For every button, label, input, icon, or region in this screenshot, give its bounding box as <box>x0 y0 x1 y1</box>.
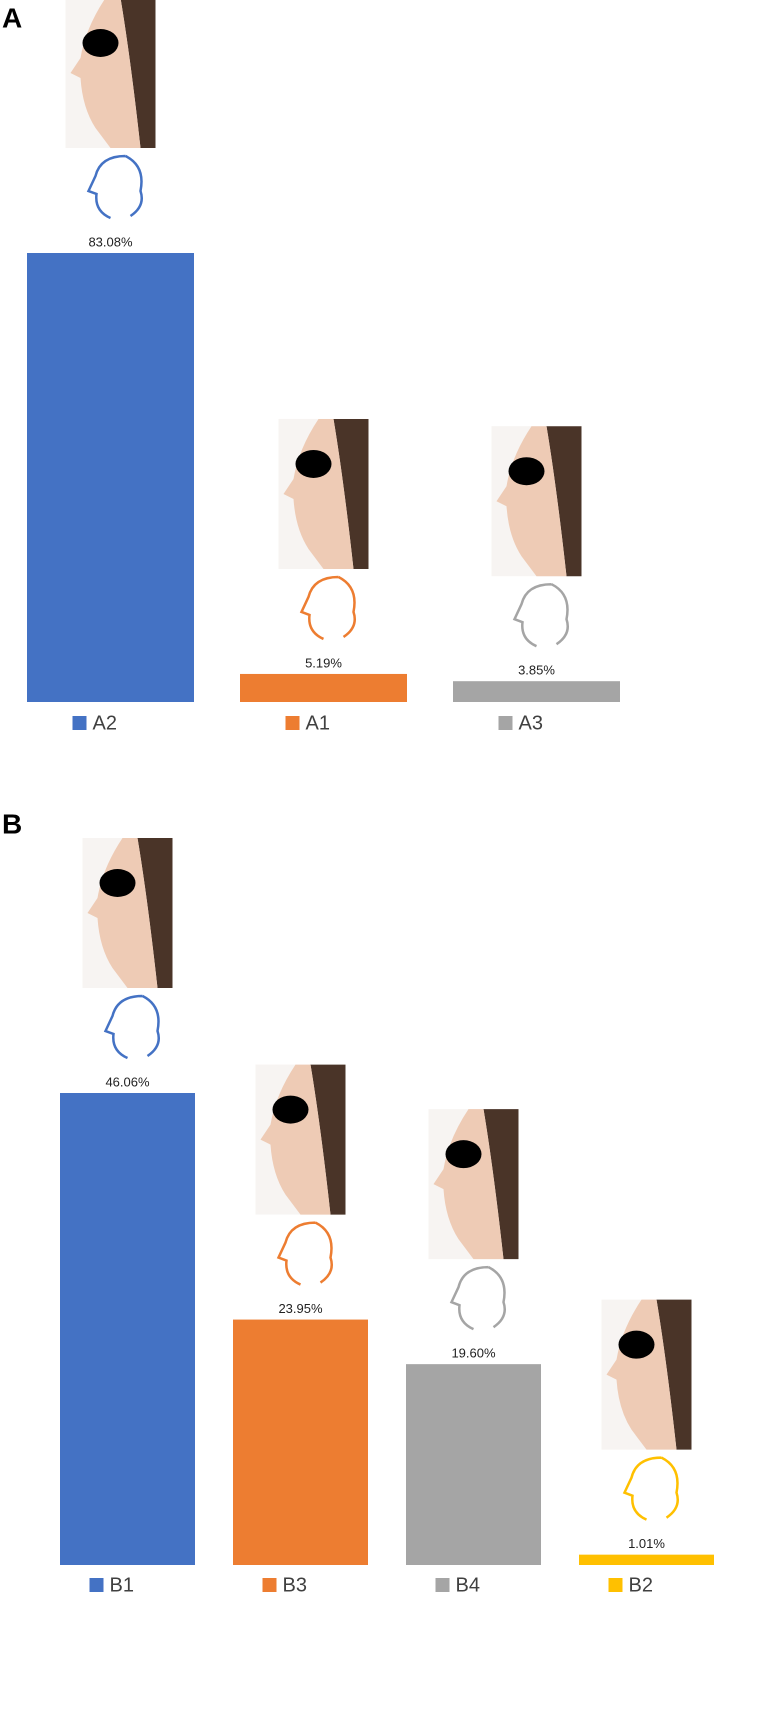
bar <box>27 253 194 702</box>
value-label: 3.85% <box>518 663 555 678</box>
portrait <box>255 1064 346 1286</box>
sketch <box>103 994 160 1060</box>
portrait <box>491 426 582 648</box>
legend-swatch <box>72 716 87 730</box>
legend-label: A1 <box>306 712 330 734</box>
hair <box>546 426 582 577</box>
sketch <box>276 1221 333 1286</box>
legend-swatch <box>498 716 513 730</box>
sketch <box>512 582 569 648</box>
legend-swatch <box>608 1578 623 1592</box>
eye-mask <box>295 449 332 478</box>
bar <box>579 1554 714 1565</box>
panel-label: A <box>2 2 22 33</box>
eye-mask <box>82 29 119 57</box>
value-label: 5.19% <box>305 655 342 670</box>
value-label: 19.60% <box>451 1346 496 1361</box>
value-label: 83.08% <box>88 234 133 249</box>
value-label: 46.06% <box>105 1074 150 1089</box>
portrait <box>82 838 173 1060</box>
legend-label: B3 <box>283 1574 307 1596</box>
value-label: 1.01% <box>628 1536 665 1551</box>
legend-label: A2 <box>93 712 117 734</box>
hair <box>656 1299 692 1450</box>
hair <box>333 418 369 569</box>
sketch <box>449 1265 506 1331</box>
sketch <box>622 1456 679 1521</box>
bar <box>406 1364 541 1565</box>
legend-label: B2 <box>629 1574 653 1596</box>
portrait <box>278 418 369 641</box>
portrait <box>65 0 156 220</box>
hair <box>310 1064 346 1215</box>
eye-mask <box>508 457 545 486</box>
eye-mask <box>99 869 136 897</box>
sketch <box>86 154 143 220</box>
eye-mask <box>445 1140 482 1169</box>
legend-swatch <box>262 1578 277 1592</box>
bar <box>233 1319 368 1565</box>
panel-label: B <box>2 808 22 839</box>
hair <box>483 1109 519 1260</box>
value-label: 23.95% <box>278 1301 323 1316</box>
legend-swatch <box>435 1578 450 1592</box>
bar <box>240 673 407 702</box>
portrait <box>601 1299 692 1521</box>
legend-swatch <box>285 716 300 730</box>
bar <box>60 1093 195 1565</box>
legend-swatch <box>89 1578 104 1592</box>
bar <box>453 681 620 702</box>
eye-mask <box>272 1095 309 1124</box>
eye-mask <box>618 1330 655 1359</box>
legend-label: B1 <box>110 1574 134 1596</box>
sketch <box>299 575 356 641</box>
hair <box>137 838 173 988</box>
legend-label: A3 <box>519 712 543 734</box>
portrait <box>428 1109 519 1331</box>
hair <box>120 0 156 148</box>
legend-label: B4 <box>456 1574 480 1596</box>
